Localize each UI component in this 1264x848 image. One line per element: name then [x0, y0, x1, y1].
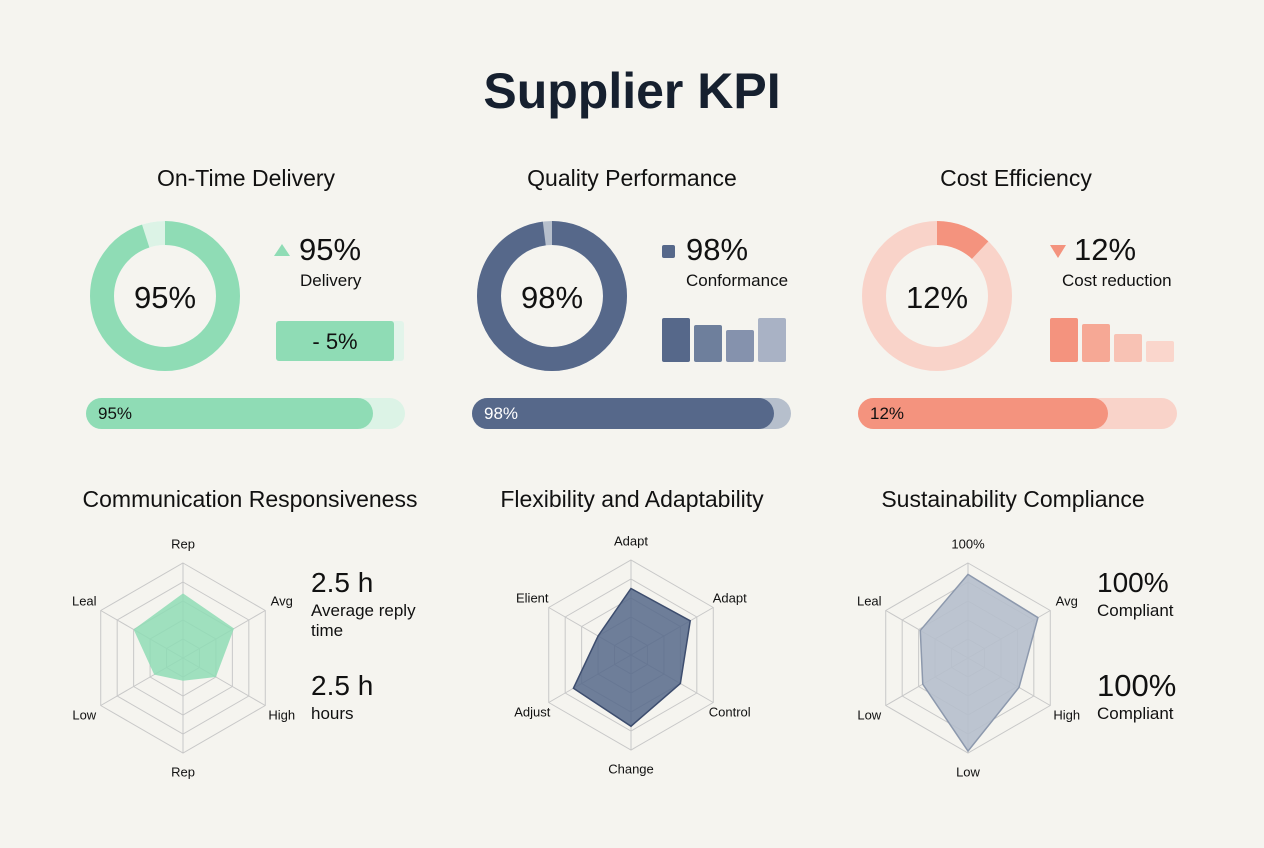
radar-axis-label: Adjust [514, 704, 551, 720]
progress-label: 98% [484, 404, 519, 423]
panel-title-delivery: On-Time Delivery [156, 165, 336, 191]
donut-center-label: 95% [133, 280, 197, 315]
bar [1050, 318, 1078, 362]
radar-axis-label: Leal [71, 593, 97, 609]
radar-area [133, 593, 235, 681]
kpi-label: Delivery [300, 271, 362, 290]
panel-title-sustainability: Sustainability Compliance [881, 486, 1145, 512]
radar-axis-label: Elient [516, 590, 549, 606]
radar-axis-label: Adapt [712, 590, 747, 606]
radar-axis-label: High [1053, 707, 1081, 723]
radar-area [919, 573, 1039, 753]
radar-axis-label: Avg [1055, 593, 1078, 609]
stat-value: 2.5 h [311, 567, 374, 598]
page-title: Supplier KPI [483, 63, 781, 119]
radar-axis-label: Low [72, 707, 97, 723]
bar [694, 325, 722, 362]
donut-cost [862, 221, 1012, 371]
triangle-up-icon [274, 244, 290, 256]
donut-arc [90, 221, 240, 371]
bar [726, 330, 754, 362]
stat-label: Compliant [1097, 704, 1174, 723]
donut-arc [477, 221, 627, 371]
triangle-down-icon [1050, 245, 1066, 258]
radar-axis-label: High [268, 707, 296, 723]
radar-flexibility [548, 559, 714, 751]
radar-axis-label: Avg [270, 593, 293, 609]
radar-axis-label: Control [708, 704, 751, 720]
panel-title-cost: Cost Efficiency [940, 165, 1092, 191]
progress-delivery: 95% [86, 398, 405, 429]
bar [1114, 334, 1142, 362]
radar-axis-label: Change [608, 761, 654, 777]
stat-label: hours [311, 704, 354, 723]
kpi-label: Cost reduction [1062, 271, 1172, 290]
radar-axis-label: 100% [951, 536, 985, 552]
kpi-value: 95% [299, 232, 362, 267]
bar-chart-quality [662, 318, 786, 362]
donut-center-label: 12% [905, 280, 969, 315]
bar [662, 318, 690, 362]
bar [758, 318, 786, 362]
progress-label: 95% [98, 404, 133, 423]
kpi-label: Conformance [686, 271, 789, 290]
radar-communication [100, 562, 266, 754]
progress-cost: 12% [858, 398, 1177, 429]
stat-label: Compliant [1097, 601, 1174, 620]
bar [1146, 341, 1174, 362]
bar-chart-cost [1050, 318, 1174, 362]
donut-center-label: 98% [520, 280, 584, 315]
panel-title-flexibility: Flexibility and Adaptability [500, 486, 764, 512]
donut-arc [862, 221, 1012, 371]
radar-axis-label: Leal [856, 593, 882, 609]
progress-quality: 98% [472, 398, 791, 429]
kpi-value: 98% [686, 232, 749, 267]
donut-quality [477, 221, 627, 371]
radar-axis-label: Low [857, 707, 882, 723]
radar-axis-label: Rep [171, 764, 195, 780]
change-badge: - 5% [276, 321, 404, 361]
radar-area [572, 587, 692, 728]
progress-label: 12% [870, 404, 905, 423]
radar-sustainability [885, 562, 1051, 754]
square-icon [662, 245, 675, 258]
radar-axis-label: Adapt [614, 533, 648, 549]
stat-value: 100% [1097, 668, 1177, 703]
panel-title-communication: Communication Responsiveness [82, 486, 418, 512]
bar [1082, 324, 1110, 362]
stat-label: Average reply time [311, 601, 416, 640]
stat-value: 100% [1097, 567, 1169, 598]
radar-axis-label: Rep [171, 536, 195, 552]
change-label: - 5% [312, 329, 358, 354]
panel-title-quality: Quality Performance [527, 165, 737, 191]
stat-value: 2.5 h [311, 670, 374, 701]
radar-axis-label: Low [956, 764, 980, 780]
kpi-value: 12% [1074, 232, 1137, 267]
donut-delivery [90, 221, 240, 371]
